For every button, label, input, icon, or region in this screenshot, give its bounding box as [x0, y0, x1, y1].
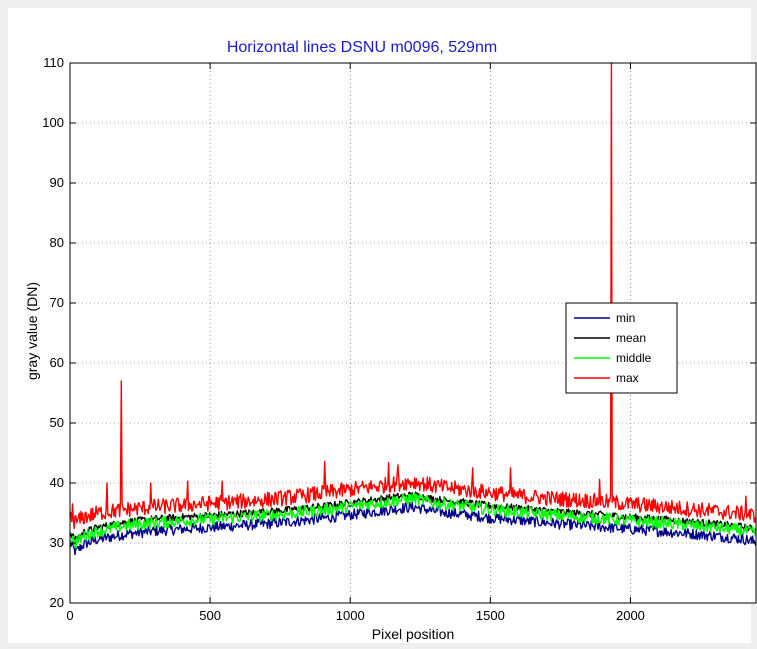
- chart-title: Horizontal lines DSNU m0096, 529nm: [227, 39, 497, 56]
- legend: min mean middle max: [565, 302, 678, 394]
- x-tick-label: 2000: [616, 608, 645, 623]
- y-tick-label: 110: [43, 55, 64, 70]
- y-tick-label: 30: [50, 535, 64, 550]
- x-tick-label: 500: [199, 608, 221, 623]
- legend-label-min: min: [616, 311, 635, 325]
- legend-label-middle: middle: [616, 351, 652, 365]
- plot-frame: [69, 62, 757, 604]
- y-tick-label: 50: [50, 415, 64, 430]
- series-line-max: [69, 62, 757, 530]
- x-tick-label: 0: [66, 608, 73, 623]
- series-layer: [69, 62, 757, 556]
- y-tick-label: 70: [50, 295, 64, 310]
- x-axis-label: Pixel position: [372, 626, 455, 642]
- y-tick-label: 100: [42, 115, 64, 130]
- y-tick-label: 60: [50, 355, 64, 370]
- x-tick-label: 1000: [336, 608, 365, 623]
- y-tick-label: 90: [50, 175, 64, 190]
- series-line-middle: [69, 492, 757, 549]
- series-line-min: [69, 501, 757, 556]
- y-tick-label: 40: [50, 475, 64, 490]
- legend-label-mean: mean: [616, 331, 646, 345]
- y-axis-label: gray value (DN): [24, 282, 40, 380]
- y-tick-label: 20: [50, 595, 64, 610]
- y-tick-label: 80: [50, 235, 64, 250]
- axis-ticks: 0 500 1000 1500 2000 20 30 40 50 60 70 80 90 100 110: [42, 55, 756, 623]
- x-tick-label: 1500: [476, 608, 505, 623]
- legend-label-max: max: [616, 371, 639, 385]
